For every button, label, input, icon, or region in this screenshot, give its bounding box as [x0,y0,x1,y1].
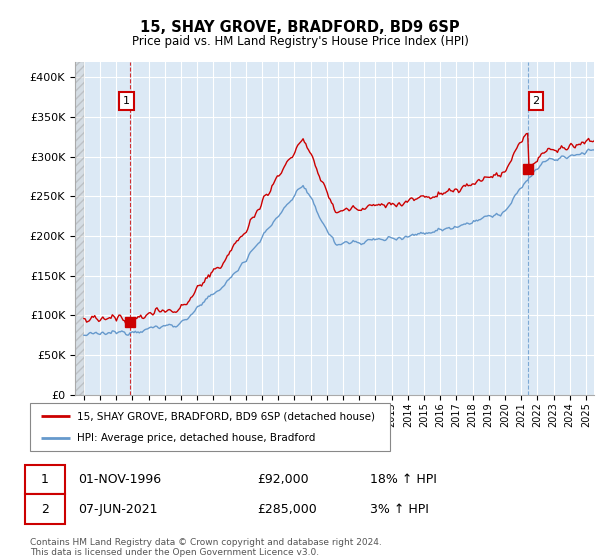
Text: 3% ↑ HPI: 3% ↑ HPI [370,502,429,516]
Text: Contains HM Land Registry data © Crown copyright and database right 2024.
This d: Contains HM Land Registry data © Crown c… [30,538,382,557]
Text: 15, SHAY GROVE, BRADFORD, BD9 6SP: 15, SHAY GROVE, BRADFORD, BD9 6SP [140,20,460,35]
Text: HPI: Average price, detached house, Bradford: HPI: Average price, detached house, Brad… [77,433,315,443]
Text: 2: 2 [41,502,49,516]
FancyBboxPatch shape [25,465,65,494]
Text: 07-JUN-2021: 07-JUN-2021 [79,502,158,516]
Text: 2: 2 [532,96,539,106]
FancyBboxPatch shape [25,494,65,524]
FancyBboxPatch shape [30,403,390,451]
Text: 18% ↑ HPI: 18% ↑ HPI [370,473,437,486]
Text: £285,000: £285,000 [257,502,317,516]
Bar [74,62,83,395]
Text: 1: 1 [41,473,49,486]
Text: £92,000: £92,000 [257,473,308,486]
Text: Price paid vs. HM Land Registry's House Price Index (HPI): Price paid vs. HM Land Registry's House … [131,35,469,48]
Text: 15, SHAY GROVE, BRADFORD, BD9 6SP (detached house): 15, SHAY GROVE, BRADFORD, BD9 6SP (detac… [77,411,375,421]
Text: 1: 1 [123,96,130,106]
Text: 01-NOV-1996: 01-NOV-1996 [79,473,162,486]
